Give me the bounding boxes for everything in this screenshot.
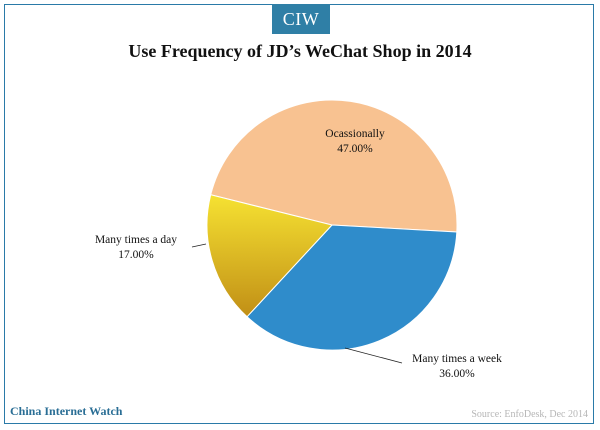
label-day-name: Many times a day [94,234,178,246]
label-many-times-a-day: Many times a day 17.00% [78,233,194,263]
label-week-name: Many times a week [412,353,502,365]
chart-title: Use Frequency of JD’s WeChat Shop in 201… [128,41,472,61]
leader-line-week [344,347,403,364]
footer-brand: China Internet Watch [10,404,123,418]
slice-many-times-a-week [246,224,458,351]
brand-tab: CIW [272,4,330,34]
source-note: Source: EnfoDesk, Dec 2014 [471,409,588,420]
label-occasionally-value: 47.00% [337,143,373,155]
label-occasionally-name: Ocassionally [325,128,385,140]
slice-occasionally [210,99,458,233]
label-occasionally: Ocassionally 47.00% [305,127,405,157]
label-day-value: 17.00% [118,249,154,261]
slice-many-times-a-day [206,194,333,318]
leader-line-day [191,243,207,248]
label-many-times-a-week: Many times a week 36.00% [397,352,517,382]
label-week-value: 36.00% [439,368,475,380]
